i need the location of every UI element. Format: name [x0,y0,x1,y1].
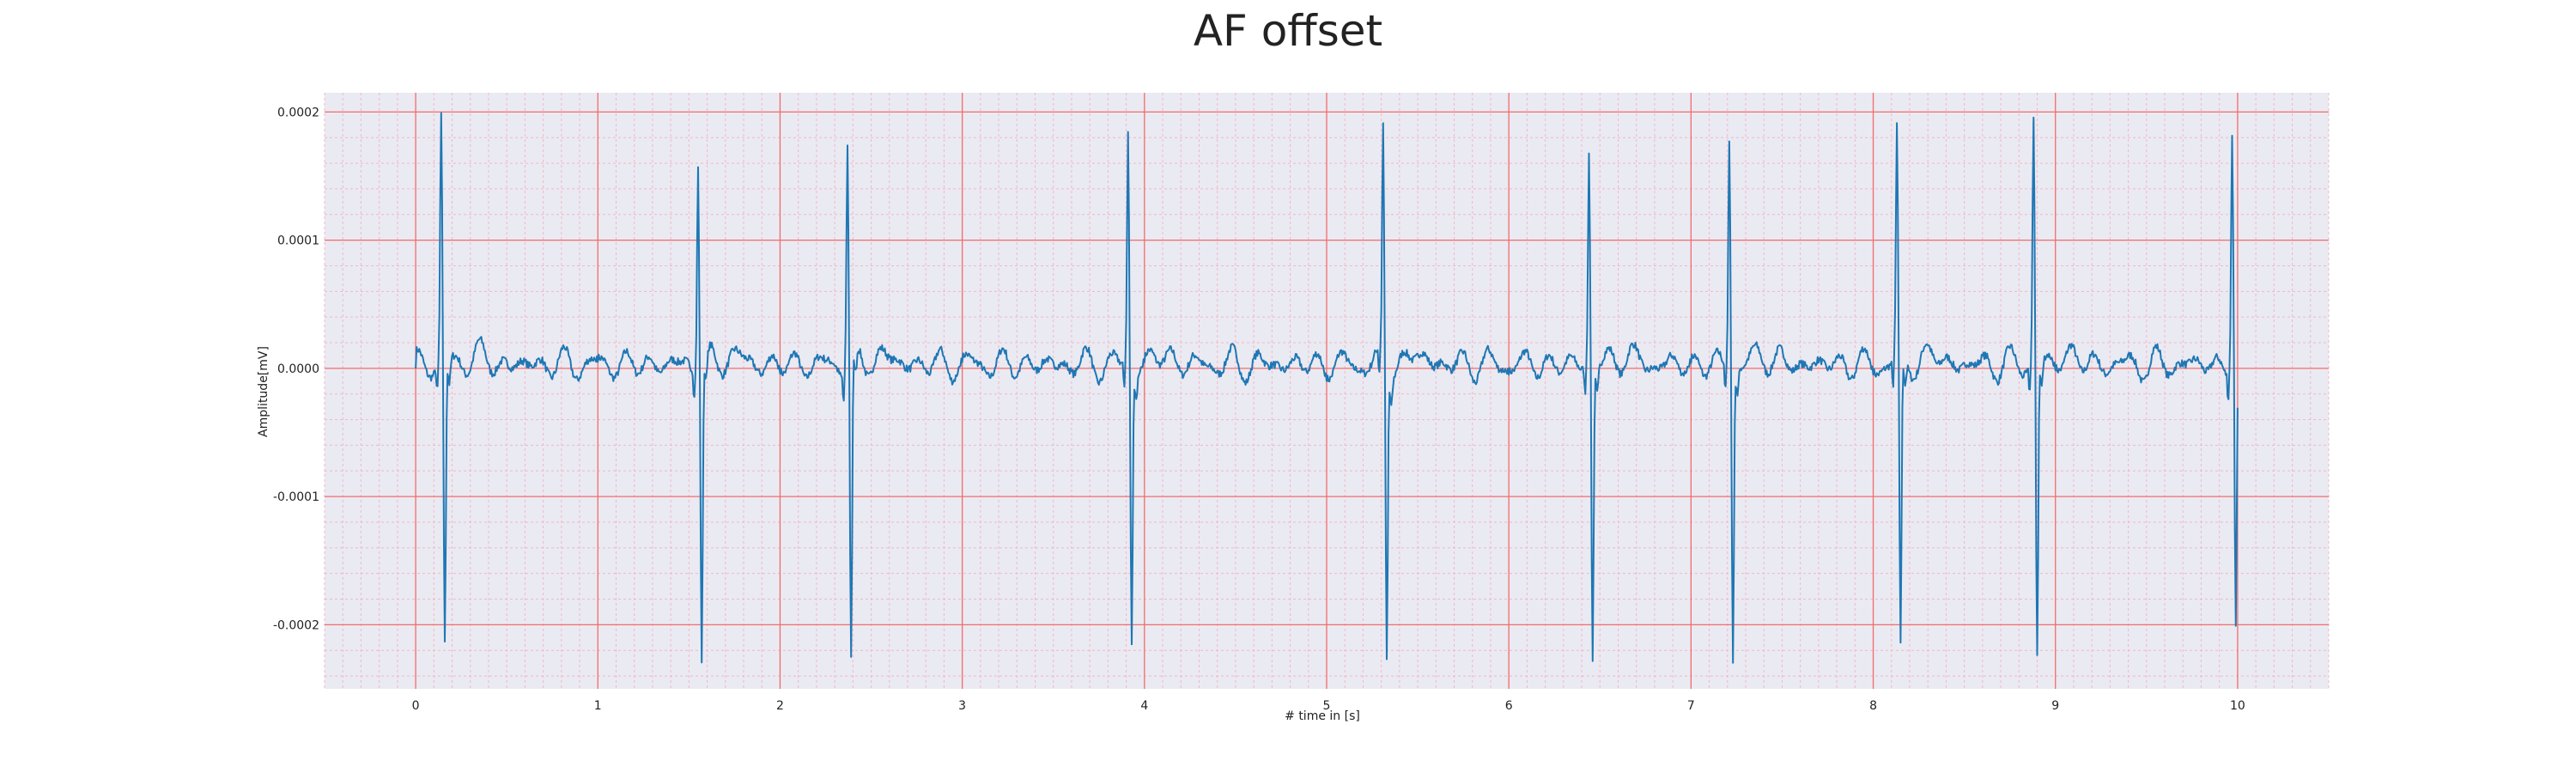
x-tick-label: 0 [412,699,420,713]
major-gridlines [325,93,2329,689]
y-tick-label: 0.0001 [277,234,319,248]
x-tick-label: 10 [2230,699,2245,713]
y-axis-label: Amplitude[mV] [257,346,270,437]
x-tick-label: 5 [1323,699,1331,713]
x-tick-label: 7 [1687,699,1695,713]
x-tick-label: 3 [958,699,966,713]
x-tick-label: 9 [2051,699,2059,713]
x-tick-label: 8 [1869,699,1877,713]
chart-title: AF offset [1194,6,1382,56]
x-tick-label: 1 [594,699,602,713]
y-tick-label: -0.0001 [273,490,319,504]
x-tick-label: 6 [1505,699,1513,713]
x-tick-label: 4 [1140,699,1148,713]
x-axis-label: # time in [s] [1285,709,1360,723]
y-tick-label: 0.0002 [277,106,319,119]
ecg-series-line [415,112,2239,664]
y-axis-ticks: 0.0002 0.0001 0.0000 -0.0001 -0.0002 [273,106,319,632]
series-group [415,112,2239,664]
x-axis-ticks: 0 1 2 3 4 5 6 7 8 9 10 [412,699,2245,713]
x-tick-label: 2 [776,699,784,713]
y-tick-label: -0.0002 [273,618,319,632]
y-tick-label: 0.0000 [277,362,319,376]
